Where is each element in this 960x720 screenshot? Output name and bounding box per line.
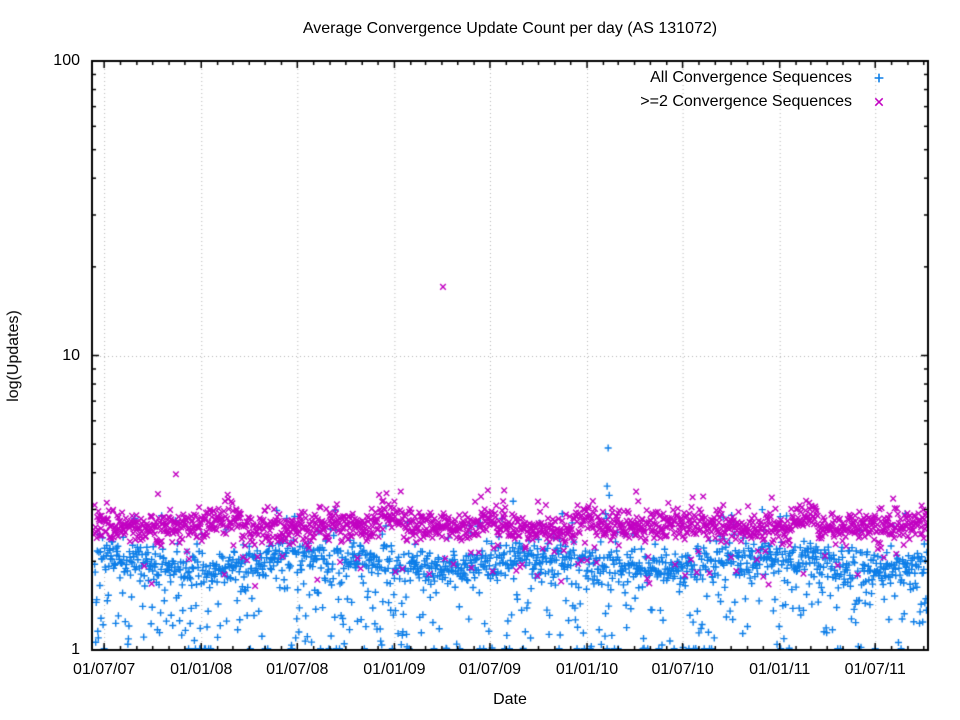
chart-title: Average Convergence Update Count per day… — [302, 20, 718, 37]
plus-marker-icon — [874, 73, 884, 83]
legend-label: All Convergence Sequences — [650, 69, 852, 86]
x-axis-title: Date — [493, 691, 527, 708]
legend-item: >=2 Convergence Sequences — [640, 93, 884, 111]
legend: All Convergence Sequences >=2 Convergenc… — [640, 69, 884, 111]
legend-label: >=2 Convergence Sequences — [640, 93, 852, 110]
y-axis-title: log(Updates) — [5, 310, 22, 402]
cross-marker-icon — [874, 97, 884, 107]
legend-item: All Convergence Sequences — [650, 69, 884, 87]
